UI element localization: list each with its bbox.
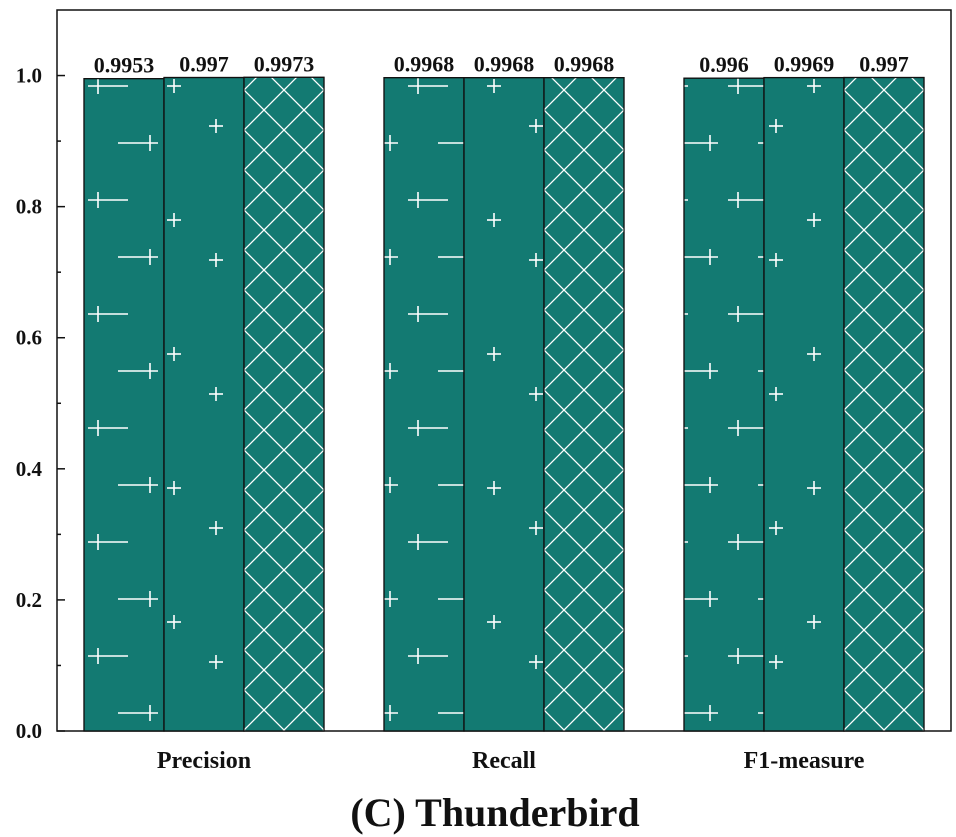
bar-pattern: [543, 77, 625, 732]
bar-value-label: 0.9973: [254, 51, 315, 76]
bar-value-label: 0.9969: [774, 52, 835, 77]
bar-pattern: [683, 77, 765, 732]
bar-pattern: [383, 77, 465, 732]
bar-value-label: 0.997: [859, 52, 909, 77]
y-tick-label: 0.6: [16, 326, 42, 350]
y-tick-label: 0.8: [16, 195, 42, 219]
y-tick-label: 0.4: [16, 457, 43, 481]
x-category-label: Precision: [157, 748, 251, 774]
bar-pattern: [463, 77, 545, 732]
bar-pattern: [243, 76, 325, 732]
data-labels-group: 0.9953 0.9968 0.996 0.997 0.9968 0.9969 0.9973…: [94, 51, 909, 77]
bar-pattern: [163, 76, 245, 732]
x-category-label: Recall: [472, 748, 536, 774]
bar-pattern: [843, 76, 925, 732]
bar-value-label: 0.9968: [394, 52, 455, 77]
y-tick-label: 0.2: [16, 588, 42, 612]
x-category-label: F1-measure: [744, 748, 865, 774]
y-tick-label: 0.0: [16, 719, 42, 743]
bar-pattern: [83, 78, 165, 732]
bar-value-label: 0.9968: [474, 52, 535, 77]
bar-pattern: [763, 76, 845, 732]
bar-value-label: 0.9968: [554, 52, 615, 77]
bar-value-label: 0.9953: [94, 53, 155, 78]
bar-value-label: 0.996: [699, 52, 749, 77]
bars-group: [83, 76, 925, 732]
chart-title: (C) Thunderbird: [350, 790, 639, 835]
bar-value-label: 0.997: [179, 52, 229, 77]
y-tick-label: 1.0: [16, 64, 42, 88]
